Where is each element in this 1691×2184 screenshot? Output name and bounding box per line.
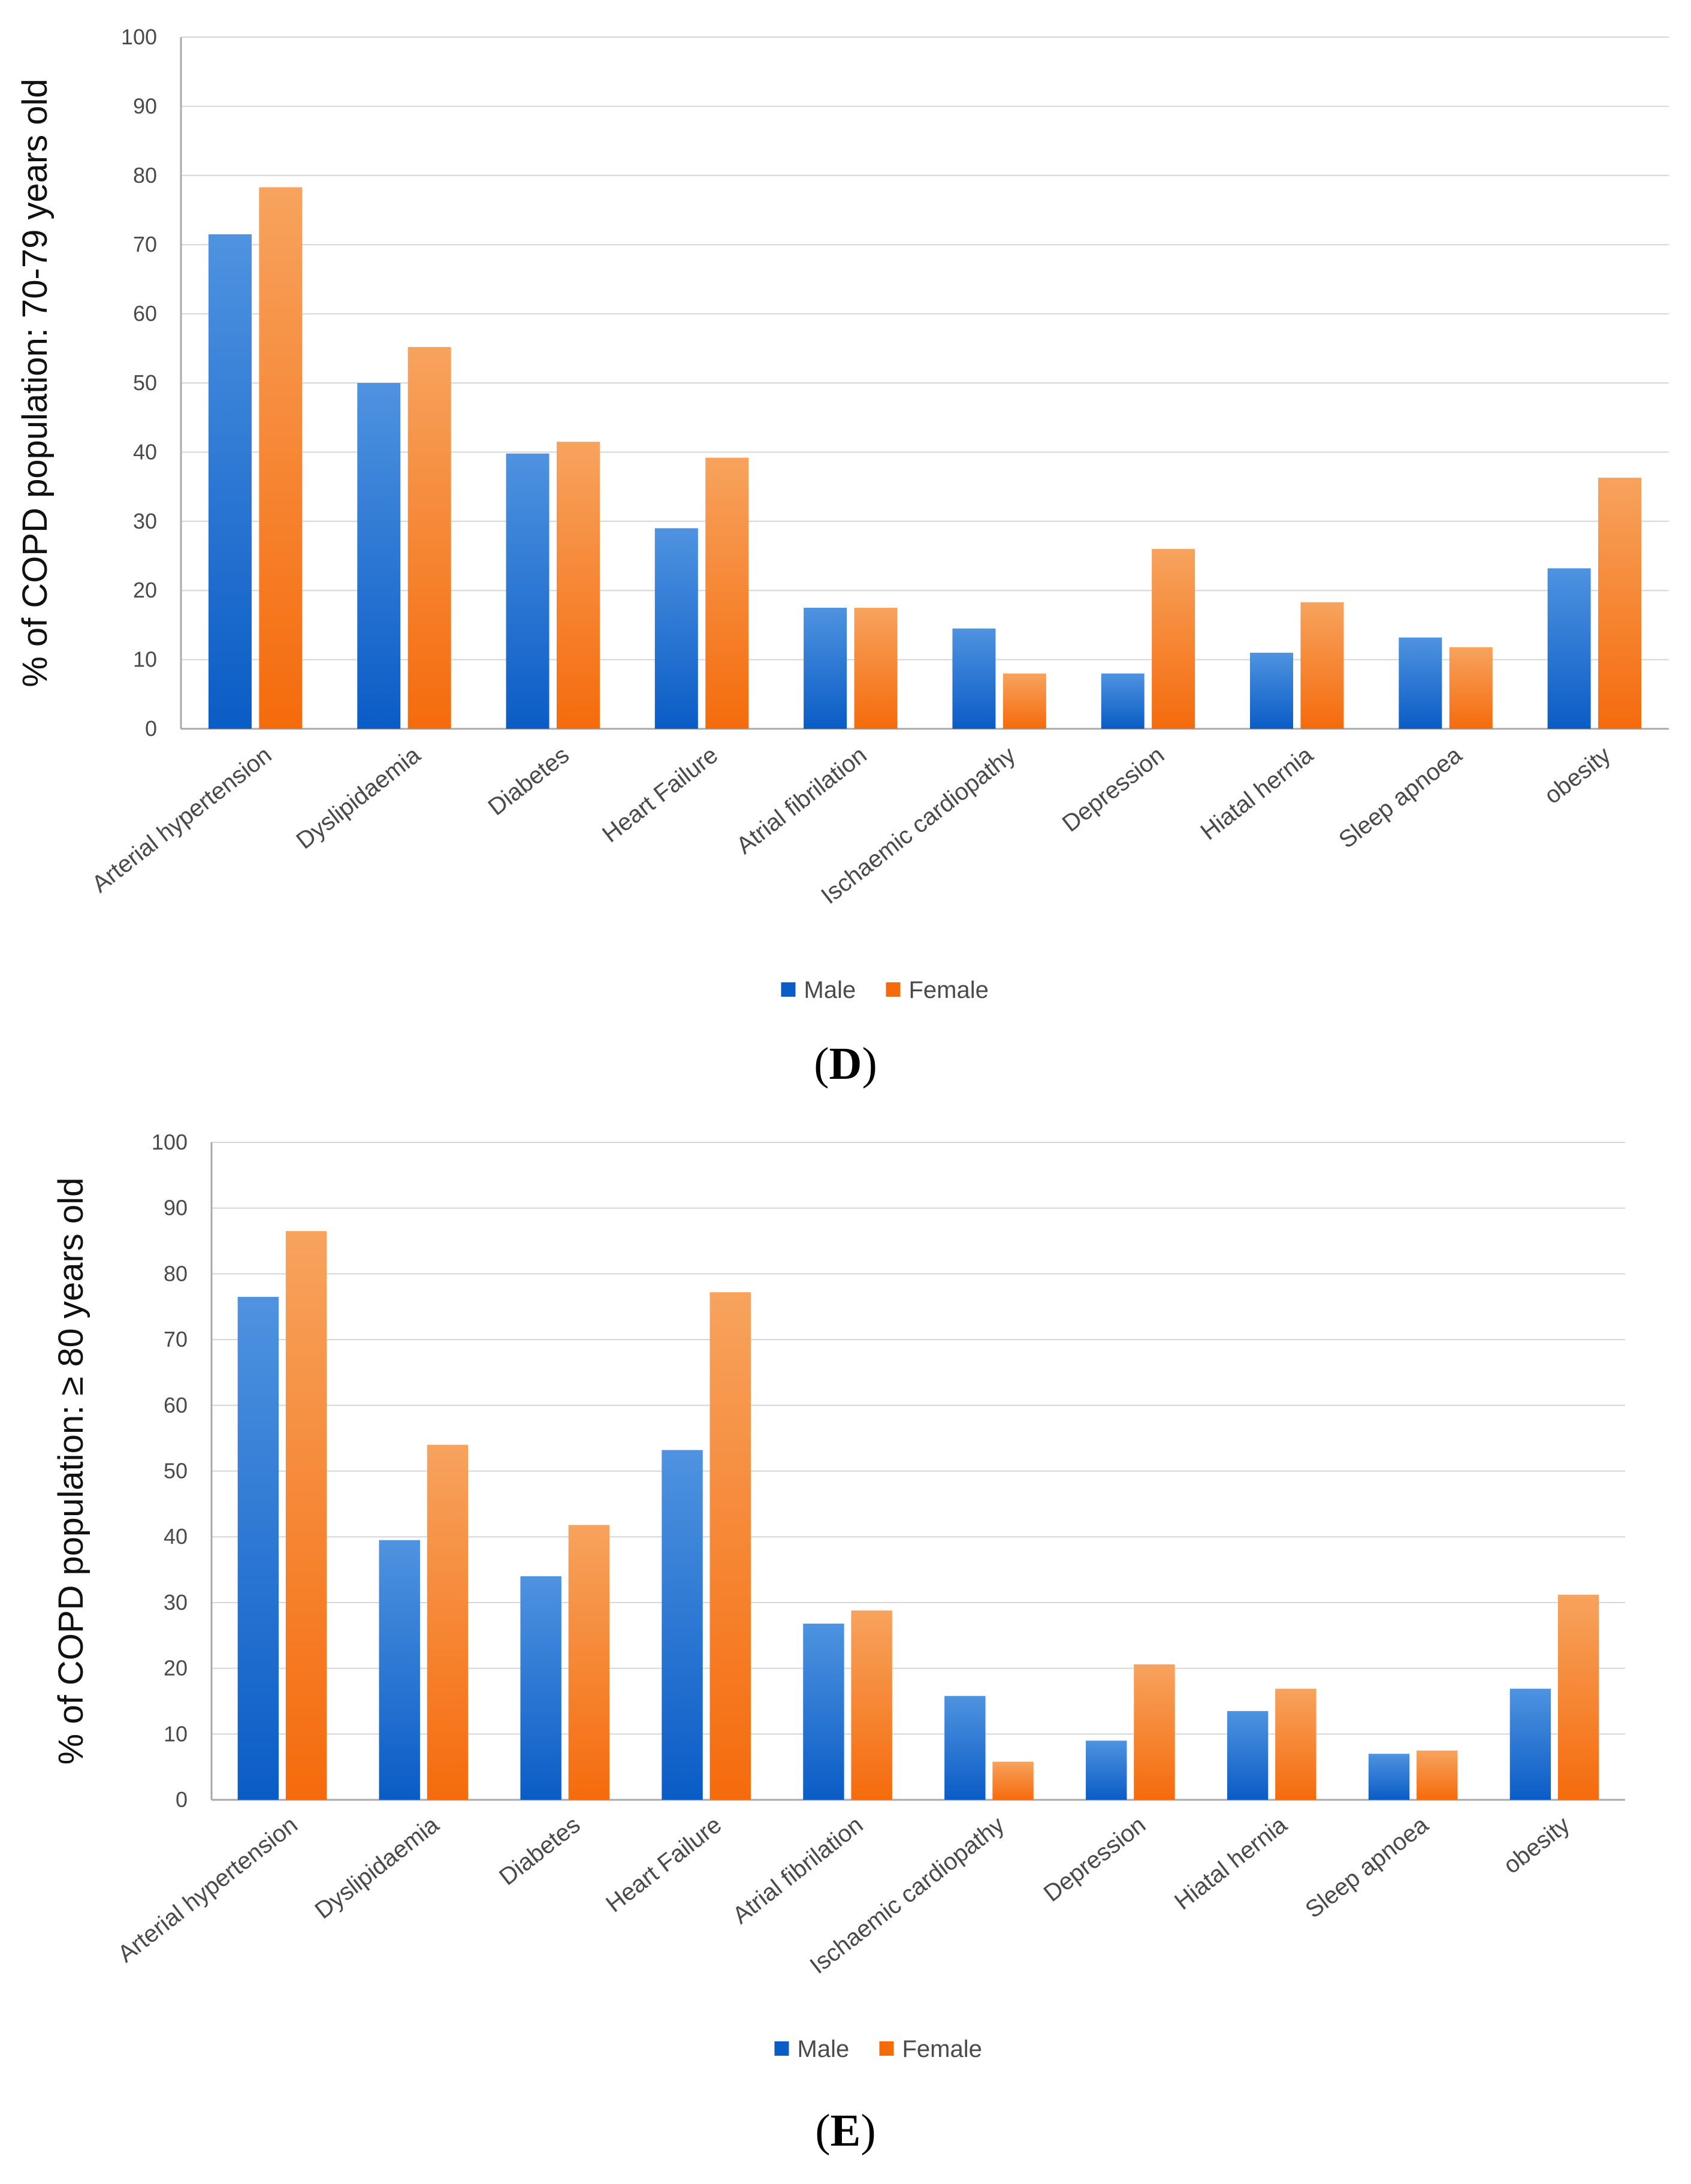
bar-male-hiatal-hernia [1250, 653, 1294, 729]
bar-male-atrial-fibrilation [804, 608, 847, 729]
bar-female-heart-failure [705, 457, 749, 729]
x-category-label: Arterial hypertension [87, 741, 276, 898]
bar-male-dyslipidaemia [379, 1540, 420, 1800]
x-category-label: Diabetes [484, 741, 574, 820]
y-axis-title: % of COPD population: 70-79 years old [16, 79, 55, 687]
bar-male-arterial-hypertension [237, 1296, 279, 1800]
y-tick-label: 80 [133, 163, 157, 188]
x-category-label: Diabetes [494, 1811, 585, 1890]
x-category-label: obesity [1539, 741, 1615, 809]
bar-male-atrial-fibrilation [803, 1624, 844, 1800]
bar-male-heart-failure [662, 1450, 703, 1800]
y-tick-label: 100 [121, 25, 157, 49]
legend-label-female: Female [909, 977, 989, 1003]
x-category-label: Depression [1058, 741, 1170, 837]
bar-female-sleep-apnoea [1417, 1750, 1458, 1800]
y-tick-label: 30 [164, 1590, 188, 1615]
x-category-label: Hiatal hernia [1170, 1811, 1293, 1915]
x-category-label: Heart Failure [601, 1811, 726, 1917]
bar-female-sleep-apnoea [1449, 647, 1493, 729]
bar-male-obesity [1509, 1688, 1551, 1800]
x-category-label: Heart Failure [597, 741, 723, 847]
x-category-label: Sleep apnoea [1334, 741, 1467, 853]
y-tick-label: 0 [145, 716, 157, 741]
x-category-label: obesity [1499, 1811, 1575, 1879]
y-tick-label: 50 [164, 1459, 188, 1483]
y-tick-label: 100 [152, 1130, 188, 1154]
x-category-label: Dyslipidaemia [291, 741, 425, 854]
bar-female-arterial-hypertension [285, 1231, 327, 1800]
y-tick-label: 80 [164, 1261, 188, 1286]
panel-label: (E) [815, 2105, 875, 2156]
bar-female-dyslipidaemia [407, 346, 451, 729]
bar-female-depression [1152, 548, 1195, 729]
bar-male-heart-failure [654, 528, 698, 729]
bar-male-hiatal-hernia [1227, 1711, 1269, 1800]
y-tick-label: 70 [164, 1327, 188, 1352]
bar-female-obesity [1598, 478, 1642, 729]
x-category-label: Sleep apnoea [1300, 1811, 1433, 1923]
y-tick-label: 20 [164, 1656, 188, 1681]
legend-label-male: Male [804, 977, 856, 1003]
x-category-label: Atrial fibrilation [732, 741, 872, 859]
bar-male-ischaemic-cardiopathy [952, 628, 996, 729]
x-category-label: Depression [1039, 1811, 1151, 1907]
bar-female-diabetes [556, 442, 600, 729]
y-tick-label: 60 [133, 301, 157, 326]
legend-label-female: Female [902, 2036, 982, 2062]
chart-panel-E: 0 10 20 30 40 50 60 70 80 90 100 Arterial hypertens… [52, 1130, 1625, 2156]
bar-male-obesity [1547, 568, 1591, 729]
y-tick-label: 20 [133, 578, 157, 602]
y-tick-label: 50 [133, 370, 157, 395]
y-tick-label: 10 [133, 647, 157, 672]
bar-male-dyslipidaemia [357, 383, 401, 729]
bar-female-atrial-fibrilation [854, 608, 898, 729]
bar-female-ischaemic-cardiopathy [992, 1761, 1034, 1800]
bar-female-atrial-fibrilation [851, 1610, 892, 1800]
y-tick-label: 10 [164, 1721, 188, 1746]
bar-female-ischaemic-cardiopathy [1002, 673, 1046, 729]
y-axis-title: % of COPD population: ≥ 80 years old [52, 1178, 90, 1765]
bar-male-sleep-apnoea [1368, 1754, 1410, 1800]
legend-label-male: Male [798, 2036, 850, 2062]
y-tick-label: 40 [133, 439, 157, 464]
y-tick-label: 90 [164, 1196, 188, 1220]
y-tick-label: 0 [176, 1787, 188, 1812]
x-category-label: Arterial hypertension [113, 1811, 303, 1968]
y-tick-label: 60 [164, 1393, 188, 1417]
bar-female-dyslipidaemia [427, 1444, 469, 1800]
chart-panel-D: 0 10 20 30 40 50 60 70 80 90 100 Arterial hypertens… [16, 25, 1669, 1089]
panel-label: (D) [814, 1039, 877, 1089]
y-tick-label: 30 [133, 509, 157, 533]
bar-male-depression [1086, 1740, 1127, 1800]
legend-swatch-female [886, 982, 901, 997]
bar-male-diabetes [520, 1576, 561, 1800]
y-tick-label: 70 [133, 232, 157, 257]
legend-swatch-male [774, 2041, 789, 2056]
x-category-label: Atrial fibrilation [728, 1811, 868, 1929]
y-tick-label: 90 [133, 93, 157, 118]
bar-male-depression [1101, 673, 1145, 729]
legend-swatch-male [781, 982, 796, 997]
bar-female-hiatal-hernia [1275, 1688, 1316, 1800]
x-category-label: Hiatal hernia [1196, 741, 1319, 845]
bar-male-sleep-apnoea [1399, 637, 1442, 729]
bar-female-heart-failure [709, 1292, 751, 1800]
legend-swatch-female [879, 2041, 894, 2056]
bar-female-depression [1134, 1664, 1175, 1800]
bar-male-ischaemic-cardiopathy [944, 1696, 986, 1800]
bar-male-diabetes [506, 453, 549, 729]
bar-female-arterial-hypertension [259, 187, 303, 729]
bar-male-arterial-hypertension [208, 234, 252, 729]
y-tick-label: 40 [164, 1524, 188, 1549]
bar-female-obesity [1557, 1594, 1599, 1800]
bar-female-diabetes [568, 1525, 610, 1800]
x-category-label: Dyslipidaemia [310, 1811, 444, 1924]
bar-female-hiatal-hernia [1300, 602, 1344, 729]
